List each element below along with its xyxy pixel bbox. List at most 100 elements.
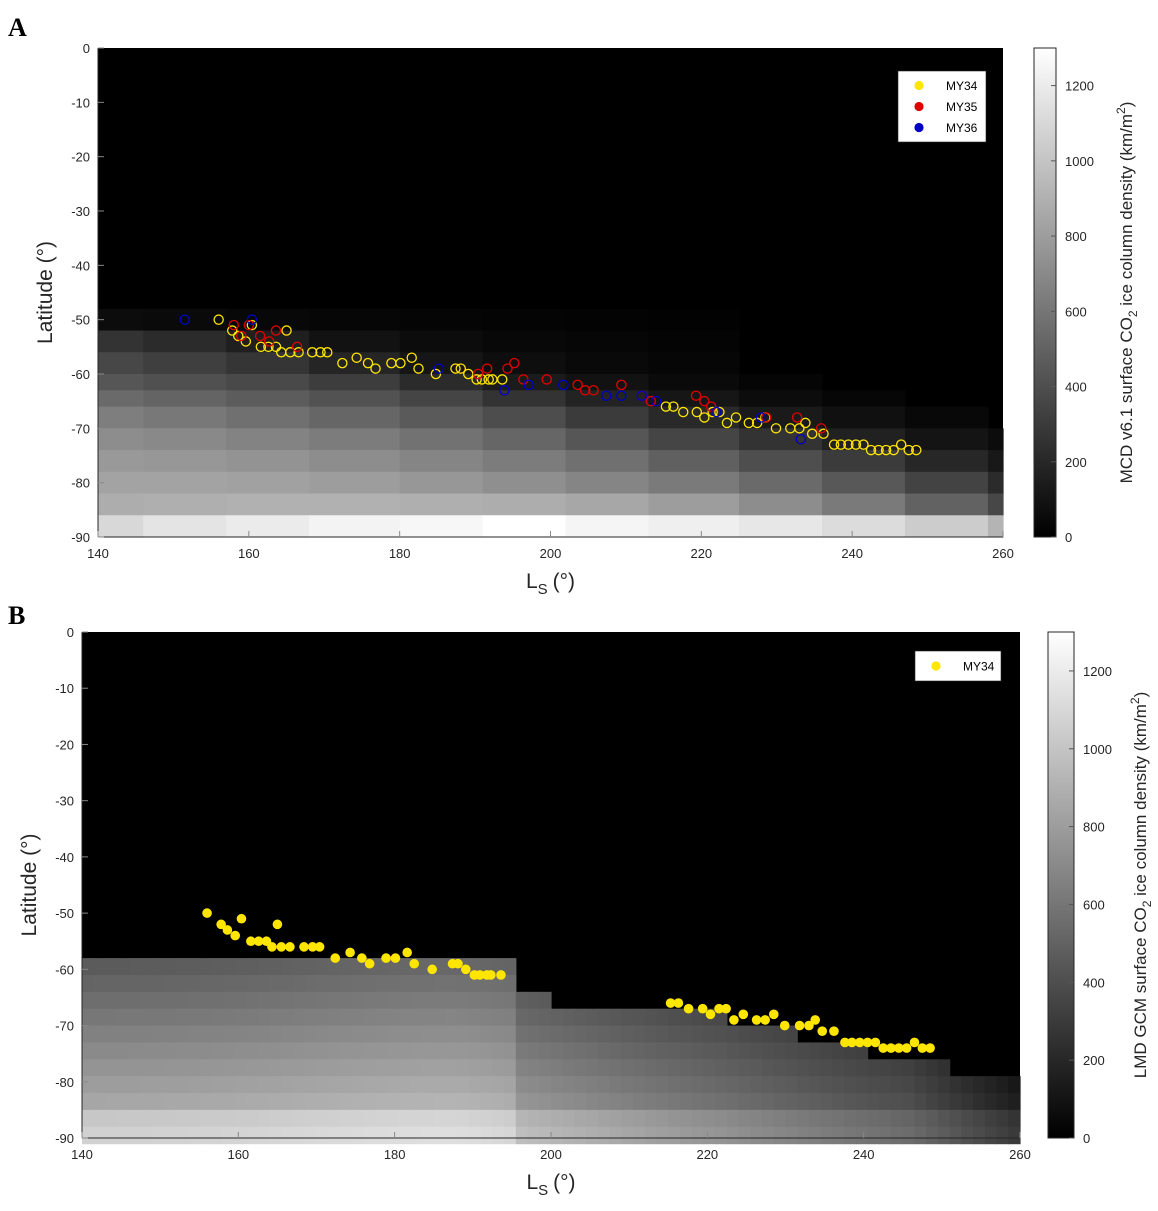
heatmap-cell	[562, 1076, 576, 1094]
heatmap-cell	[773, 1109, 787, 1128]
data-point	[270, 325, 282, 336]
heatmap-cell	[668, 1025, 681, 1044]
heatmap-cell	[433, 1059, 447, 1077]
data-point	[246, 314, 258, 325]
data-point	[255, 341, 267, 353]
heatmap-cell	[316, 991, 329, 1010]
heatmap-cell	[257, 1059, 271, 1077]
data-point	[817, 1026, 828, 1036]
heatmap-cell	[152, 1042, 165, 1060]
heatmap-cell	[399, 406, 484, 429]
heatmap-cell	[328, 974, 341, 993]
heatmap-cell	[844, 1126, 857, 1145]
heatmap-cell	[164, 1042, 177, 1060]
data-point	[254, 330, 266, 342]
heatmap-cell	[222, 1042, 236, 1060]
heatmap-cell	[234, 1093, 247, 1111]
heatmap-cell	[164, 1126, 177, 1145]
heatmap-cell	[152, 1093, 165, 1111]
heatmap-cell	[445, 1126, 458, 1145]
heatmap-cell	[926, 1109, 939, 1128]
heatmap-cell	[656, 1126, 669, 1145]
heatmap-cell	[117, 1093, 130, 1111]
heatmap-cell	[399, 471, 484, 495]
heatmap-cell	[128, 1025, 142, 1044]
heatmap-cell	[668, 1093, 681, 1111]
heatmap-cell	[152, 1008, 165, 1027]
colorbar-tick-label: 0	[1065, 530, 1072, 545]
data-point	[760, 1015, 770, 1025]
heatmap-cell	[457, 1008, 470, 1027]
y-tick-label: -10	[71, 95, 90, 110]
heatmap-cell	[482, 428, 567, 451]
data-point	[216, 919, 226, 930]
heatmap-cell	[351, 1109, 364, 1128]
heatmap-cell	[98, 330, 144, 353]
heatmap-cell	[328, 1076, 341, 1094]
heatmap-cell	[844, 1109, 857, 1128]
data-point	[751, 1015, 762, 1025]
heatmap-cell	[199, 1008, 212, 1027]
data-point	[768, 1009, 779, 1020]
heatmap-cell	[117, 1126, 130, 1145]
heatmap-cell	[304, 974, 318, 993]
data-point	[413, 363, 424, 374]
heatmap-cell	[468, 1008, 482, 1027]
heatmap-cell	[739, 471, 823, 495]
data-point	[179, 314, 190, 325]
data-point	[795, 433, 807, 445]
data-point	[738, 1009, 749, 1020]
heatmap-cell	[633, 1093, 646, 1111]
heatmap-cell	[269, 1025, 282, 1044]
colorbar-tick-label: 200	[1065, 455, 1087, 470]
heatmap-cell	[551, 1126, 564, 1145]
heatmap-cell	[410, 1076, 423, 1094]
heatmap-cell	[234, 991, 247, 1010]
heatmap-cell	[339, 1008, 353, 1027]
heatmap-cell	[98, 390, 144, 408]
heatmap-cell	[902, 1126, 916, 1145]
heatmap-cell	[143, 428, 227, 451]
heatmap-cell	[246, 1093, 259, 1111]
data-point	[263, 341, 274, 353]
heatmap-cell	[98, 471, 144, 495]
heatmap-cell	[339, 1109, 353, 1128]
heatmap-cell	[187, 991, 200, 1010]
heatmap-cell	[410, 1042, 423, 1060]
y-tick-label: 0	[83, 41, 90, 56]
heatmap-cell	[309, 450, 401, 473]
heatmap-cell	[973, 1093, 986, 1111]
colorbar-tick-label: 600	[1083, 897, 1105, 912]
heatmap-cell	[914, 1109, 927, 1128]
heatmap-cell	[246, 1025, 259, 1044]
data-point	[673, 998, 684, 1008]
heatmap-cell	[164, 1025, 177, 1044]
heatmap-cell	[226, 493, 310, 516]
heatmap-cell	[93, 1093, 107, 1111]
heatmap-cell	[597, 1025, 611, 1044]
data-point	[705, 401, 717, 412]
heatmap-cell	[715, 1076, 728, 1094]
heatmap-cell	[281, 974, 294, 993]
heatmap-cell	[363, 1025, 376, 1044]
heatmap-cell	[140, 1042, 153, 1060]
heatmap-cell	[222, 958, 236, 976]
heatmap-cell	[316, 958, 329, 976]
heatmap-cell	[363, 991, 376, 1010]
x-axis-label-unit: (°)	[553, 570, 575, 593]
heatmap-cell	[468, 991, 482, 1010]
heatmap-cell	[143, 471, 227, 495]
heatmap-cell	[562, 1093, 576, 1111]
heatmap-cell	[621, 1059, 634, 1077]
data-point	[791, 412, 803, 423]
heatmap-cell	[210, 974, 224, 993]
heatmap-cell	[117, 1076, 130, 1094]
heatmap-cell	[152, 991, 165, 1010]
heatmap-cell	[739, 406, 823, 429]
heatmap-cell	[210, 1042, 224, 1060]
data-point	[471, 374, 482, 385]
data-point	[213, 314, 224, 325]
heatmap-cell	[879, 1093, 892, 1111]
heatmap-cell	[339, 958, 353, 976]
heatmap-cell	[433, 1093, 447, 1111]
